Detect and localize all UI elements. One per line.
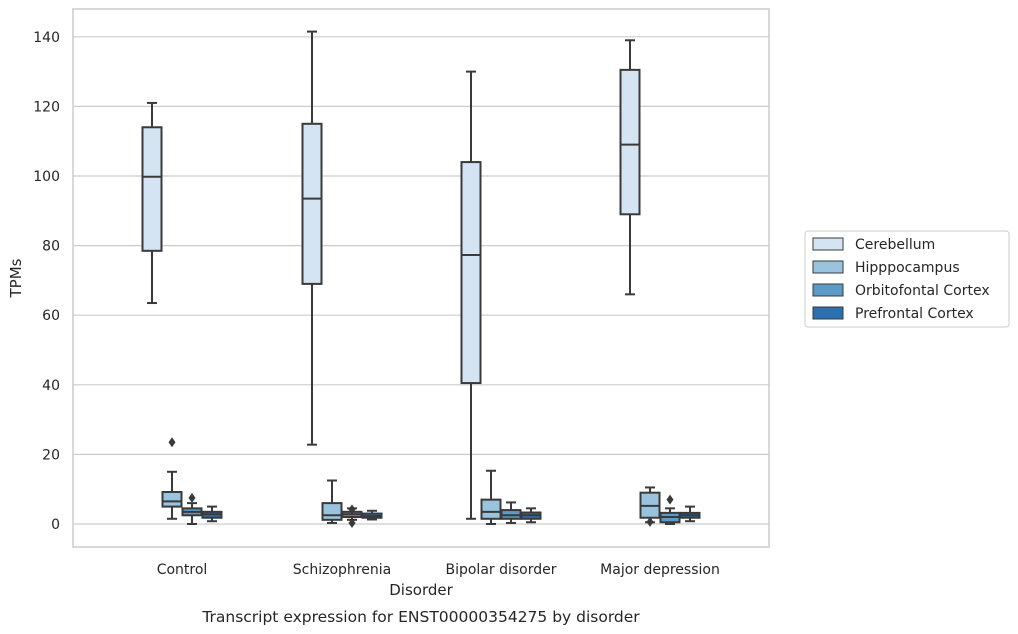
box-2-0 bbox=[460, 70, 482, 520]
y-tick-label: 20 bbox=[42, 447, 60, 463]
outlier-point bbox=[348, 517, 356, 528]
box-iqr bbox=[480, 498, 502, 520]
y-tick-labels: 0 20 40 60 80 100 120 140 bbox=[33, 30, 60, 533]
legend-label: Prefrontal Cortex bbox=[855, 306, 974, 322]
legend-label: Orbitofontal Cortex bbox=[855, 283, 990, 299]
x-tick-labels: Control Schizophrenia Bipolar disorder Majo… bbox=[157, 562, 720, 578]
y-axis-title: TPMs bbox=[7, 258, 25, 298]
box-0-2 bbox=[181, 492, 203, 525]
y-tick-label: 40 bbox=[42, 378, 60, 394]
box-3-3 bbox=[679, 505, 701, 523]
box-2-3 bbox=[520, 507, 542, 524]
box-0-3 bbox=[201, 505, 223, 523]
box-3-0 bbox=[619, 39, 641, 296]
outlier-point bbox=[666, 494, 674, 505]
outlier-point bbox=[646, 516, 654, 527]
box-0-0 bbox=[141, 101, 163, 305]
legend-label: Hipppocampus bbox=[855, 260, 960, 276]
x-tick-label: Major depression bbox=[600, 562, 720, 578]
box-2-1 bbox=[480, 469, 502, 525]
legend: Cerebellum Hipppocampus Orbitofontal Corte… bbox=[804, 230, 1010, 328]
box-3-2 bbox=[659, 494, 681, 525]
box-iqr bbox=[619, 68, 641, 216]
legend-swatch bbox=[812, 306, 844, 320]
box-1-1 bbox=[321, 479, 343, 524]
box-1-3 bbox=[361, 509, 383, 521]
legend-frame bbox=[804, 230, 1010, 328]
box-0-1 bbox=[161, 437, 183, 520]
legend-items: Cerebellum Hipppocampus Orbitofontal Corte… bbox=[812, 237, 990, 322]
box-iqr bbox=[460, 161, 482, 385]
box-3-1 bbox=[639, 486, 661, 527]
outlier-point bbox=[188, 492, 196, 503]
box-layer bbox=[141, 30, 701, 528]
outlier-point bbox=[168, 437, 176, 448]
legend-swatch bbox=[812, 237, 844, 251]
grid-lines bbox=[73, 36, 769, 525]
y-tick-label: 100 bbox=[33, 169, 60, 185]
legend-swatch bbox=[812, 260, 844, 274]
x-tick-label: Control bbox=[157, 562, 208, 578]
outlier-point bbox=[348, 504, 356, 515]
box-1-0 bbox=[301, 30, 323, 446]
x-axis-title: Disorder bbox=[389, 581, 453, 599]
chart-title: Transcript expression for ENST0000035427… bbox=[201, 608, 640, 626]
y-tick-label: 80 bbox=[42, 239, 60, 255]
box-iqr bbox=[321, 502, 343, 521]
y-tick-label: 140 bbox=[33, 30, 60, 46]
x-tick-label: Schizophrenia bbox=[293, 562, 391, 578]
y-tick-label: 0 bbox=[51, 517, 60, 533]
y-tick-label: 60 bbox=[42, 308, 60, 324]
x-tick-label: Bipolar disorder bbox=[445, 562, 556, 578]
box-iqr bbox=[301, 122, 323, 285]
box-1-2 bbox=[341, 504, 363, 528]
plot-frame bbox=[72, 8, 770, 548]
box-2-2 bbox=[500, 501, 522, 524]
box-iqr bbox=[141, 126, 163, 252]
box-iqr bbox=[161, 490, 183, 508]
y-tick-label: 120 bbox=[33, 99, 60, 115]
legend-label: Cerebellum bbox=[855, 237, 935, 253]
legend-swatch bbox=[812, 283, 844, 297]
